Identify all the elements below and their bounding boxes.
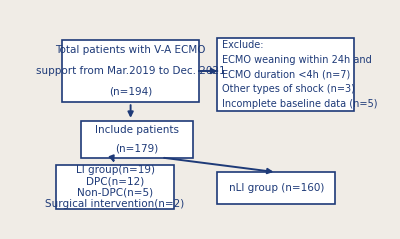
Text: Include patients: Include patients [95, 125, 179, 135]
Text: Total patients with V-A ECMO: Total patients with V-A ECMO [55, 45, 206, 55]
Text: (n=179): (n=179) [115, 143, 158, 153]
Text: support from Mar.2019 to Dec. 2021: support from Mar.2019 to Dec. 2021 [36, 66, 226, 76]
Text: ECMO weaning within 24h and: ECMO weaning within 24h and [222, 55, 372, 65]
Text: Incomplete baseline data (n=5): Incomplete baseline data (n=5) [222, 99, 378, 109]
Text: Surgical intervention(n=2): Surgical intervention(n=2) [46, 199, 185, 208]
Text: Other types of shock (n=3): Other types of shock (n=3) [222, 84, 355, 94]
FancyBboxPatch shape [218, 38, 354, 111]
Text: Exclude:: Exclude: [222, 40, 264, 50]
Text: (n=194): (n=194) [109, 87, 152, 97]
FancyBboxPatch shape [218, 172, 335, 204]
FancyBboxPatch shape [62, 40, 199, 102]
FancyBboxPatch shape [81, 121, 193, 158]
Text: Non-DPC(n=5): Non-DPC(n=5) [77, 187, 153, 197]
Text: nLI group (n=160): nLI group (n=160) [229, 183, 324, 193]
Text: DPC(n=12): DPC(n=12) [86, 176, 144, 186]
FancyBboxPatch shape [56, 165, 174, 209]
Text: ECMO duration <4h (n=7): ECMO duration <4h (n=7) [222, 70, 350, 80]
Text: LI group(n=19): LI group(n=19) [76, 165, 154, 175]
